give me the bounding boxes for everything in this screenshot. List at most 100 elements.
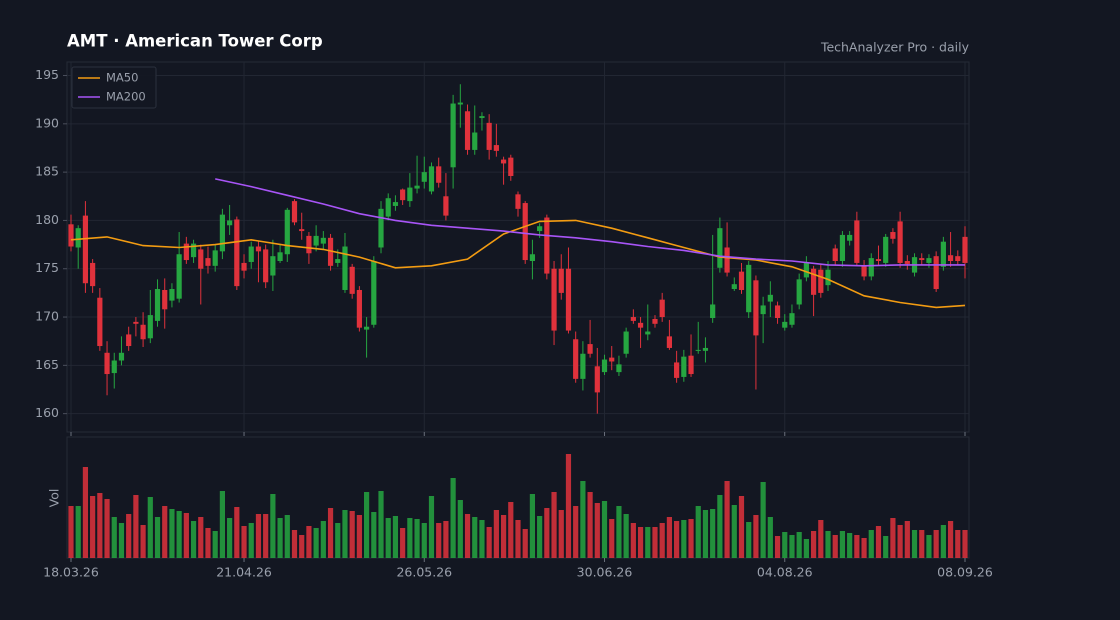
volume-bar	[371, 512, 377, 558]
volume-bar	[962, 530, 968, 558]
y-tick-label: 175	[35, 260, 59, 275]
volume-bar	[205, 528, 211, 558]
volume-bar	[450, 478, 456, 558]
candle-body	[479, 116, 485, 119]
volume-bar	[875, 526, 882, 558]
candle-body	[198, 249, 204, 269]
candle-body	[97, 297, 103, 347]
candle-body	[666, 336, 672, 348]
candle-body	[919, 258, 925, 261]
volume-bar	[464, 514, 471, 558]
candle-body	[529, 254, 536, 262]
volume-bar	[544, 508, 550, 558]
volume-bar	[385, 518, 391, 558]
candle-body	[551, 268, 557, 331]
candle-body	[82, 215, 89, 284]
candle-body	[947, 255, 954, 262]
candle-body	[789, 313, 795, 325]
candle-body	[176, 254, 182, 299]
volume-bar	[558, 510, 564, 558]
candle-body	[796, 279, 802, 305]
candle-body	[746, 264, 752, 313]
volume-bar	[335, 523, 341, 558]
volume-bar	[890, 518, 896, 558]
volume-label: Vol	[47, 489, 62, 508]
volume-bar	[947, 521, 954, 558]
volume-bar	[378, 491, 384, 558]
volume-bar	[551, 492, 557, 558]
volume-bar	[176, 511, 182, 558]
volume-bar	[486, 527, 492, 558]
candle-body	[378, 208, 384, 248]
candle-body	[291, 201, 298, 223]
candle-body	[450, 103, 456, 168]
candle-body	[652, 318, 658, 324]
subtitle: TechAnalyzer Pro · daily	[820, 40, 970, 55]
candle-body	[832, 248, 838, 262]
volume-bar	[356, 515, 362, 558]
volume-bar	[565, 454, 572, 558]
candle-body	[637, 322, 644, 328]
candle-body	[875, 259, 882, 262]
volume-bar	[861, 538, 867, 558]
volume-bar	[493, 510, 499, 558]
volume-bar	[847, 533, 853, 558]
candle-body	[782, 321, 788, 328]
volume-bar	[760, 482, 766, 558]
volume-bar	[911, 530, 918, 558]
candle-body	[234, 219, 240, 287]
volume-bar	[508, 502, 514, 558]
volume-bar	[284, 515, 290, 558]
volume-bar	[731, 505, 737, 558]
volume-bar	[919, 530, 925, 558]
candle-body	[464, 111, 471, 150]
candle-body	[818, 269, 824, 293]
candle-body	[436, 166, 442, 183]
candle-body	[263, 249, 269, 283]
candle-body	[472, 132, 478, 150]
volume-bar	[414, 519, 420, 558]
candle-body	[774, 305, 781, 319]
volume-bar	[212, 531, 218, 558]
candle-body	[90, 262, 96, 287]
volume-bar	[926, 535, 932, 558]
candle-body	[364, 326, 370, 330]
candle-body	[133, 321, 139, 324]
volume-bar	[306, 526, 312, 558]
volume-bar	[811, 531, 817, 558]
volume-bar	[118, 523, 125, 558]
volume-bar	[248, 523, 254, 558]
volume-bar	[421, 523, 427, 558]
candle-body	[515, 194, 521, 209]
candle-body	[695, 349, 701, 351]
candle-body	[299, 229, 305, 232]
candle-body	[284, 209, 290, 255]
volume-bar	[803, 539, 809, 558]
volume-bar	[400, 528, 406, 558]
volume-bar	[580, 481, 586, 558]
volume-bar	[717, 495, 723, 558]
volume-bar	[883, 536, 889, 558]
volume-bar	[616, 506, 622, 558]
volume-bar	[594, 503, 600, 558]
candle-body	[421, 172, 427, 182]
volume-bar	[774, 536, 781, 558]
volume-bar	[140, 525, 146, 558]
y-tick-label: 190	[35, 115, 59, 130]
candle-body	[414, 185, 420, 189]
candle-body	[811, 268, 817, 295]
volume-bar	[68, 506, 74, 558]
volume-bar	[364, 492, 370, 558]
volume-bar	[320, 521, 326, 558]
candle-body	[883, 236, 889, 263]
volume-bar	[169, 509, 175, 558]
candle-body	[580, 353, 586, 379]
chart-title: AMT · American Tower Corp	[67, 32, 323, 51]
candle-body	[349, 266, 355, 294]
y-tick-label: 195	[35, 67, 59, 82]
candle-body	[565, 268, 572, 331]
y-tick-label: 180	[35, 212, 59, 227]
candle-body	[306, 235, 312, 254]
volume-bar	[825, 531, 831, 558]
